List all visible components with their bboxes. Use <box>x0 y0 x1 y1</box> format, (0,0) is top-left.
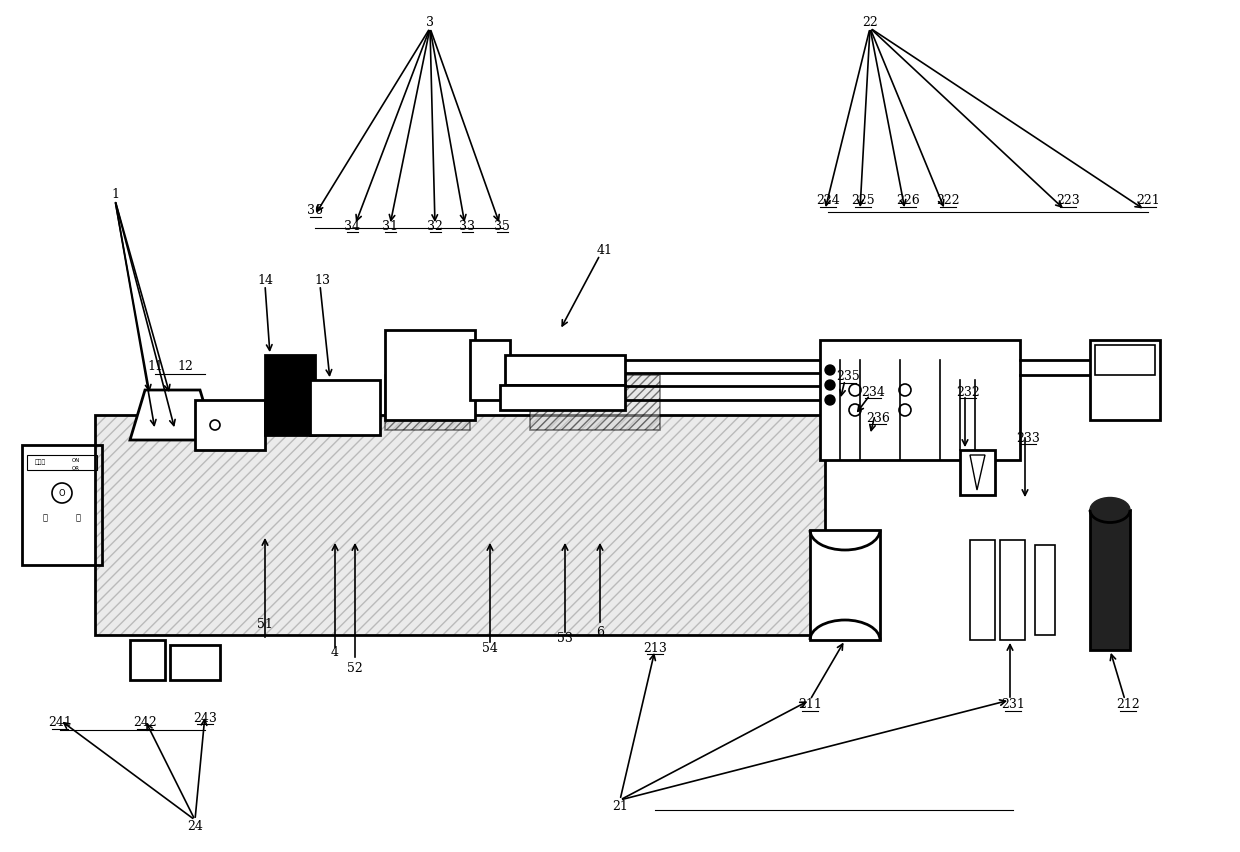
Bar <box>310 380 379 435</box>
Text: 33: 33 <box>459 220 475 233</box>
Bar <box>1090 340 1159 420</box>
Text: 223: 223 <box>1056 194 1080 208</box>
Text: 226: 226 <box>897 194 920 208</box>
Text: 34: 34 <box>343 220 360 233</box>
Text: 关: 关 <box>42 514 47 522</box>
Text: 224: 224 <box>816 194 839 208</box>
Text: 4: 4 <box>331 647 339 659</box>
Text: 1: 1 <box>112 188 119 202</box>
Text: 52: 52 <box>347 661 363 675</box>
Text: OR: OR <box>72 465 81 470</box>
Bar <box>970 540 994 640</box>
Text: 14: 14 <box>257 274 273 287</box>
Polygon shape <box>970 455 985 490</box>
Bar <box>470 340 510 400</box>
Text: 36: 36 <box>308 204 322 217</box>
Text: 54: 54 <box>482 642 498 654</box>
Text: ON: ON <box>72 458 81 463</box>
Text: 3: 3 <box>427 15 434 28</box>
Bar <box>384 375 470 430</box>
Text: 12: 12 <box>177 360 193 373</box>
Text: 235: 235 <box>836 371 859 383</box>
Text: 234: 234 <box>861 385 885 399</box>
Bar <box>960 450 994 495</box>
Bar <box>95 415 825 635</box>
Bar <box>1090 510 1130 650</box>
Bar <box>529 375 660 430</box>
Bar <box>170 645 219 680</box>
Bar <box>810 530 880 640</box>
Bar <box>130 640 165 680</box>
Bar <box>22 445 102 565</box>
Text: 233: 233 <box>1016 431 1040 445</box>
Text: 51: 51 <box>257 619 273 631</box>
Bar <box>505 355 625 385</box>
Text: 236: 236 <box>866 412 890 424</box>
Circle shape <box>825 380 835 390</box>
Bar <box>500 385 625 410</box>
Text: 21: 21 <box>613 801 627 814</box>
Text: 35: 35 <box>494 220 510 233</box>
Circle shape <box>825 395 835 405</box>
Text: 231: 231 <box>1001 699 1025 711</box>
Text: 关: 关 <box>76 514 81 522</box>
Text: 22: 22 <box>862 15 878 28</box>
Bar <box>195 400 265 450</box>
Text: 212: 212 <box>1116 699 1140 711</box>
Bar <box>384 330 475 420</box>
Polygon shape <box>130 390 215 440</box>
Bar <box>95 415 825 635</box>
Text: 221: 221 <box>1136 194 1159 208</box>
Ellipse shape <box>1090 498 1130 522</box>
Text: 13: 13 <box>314 274 330 287</box>
Bar <box>1035 545 1055 635</box>
Text: 11: 11 <box>148 360 162 373</box>
Text: 225: 225 <box>851 194 874 208</box>
Text: 24: 24 <box>187 820 203 833</box>
Bar <box>1095 345 1154 375</box>
Text: 32: 32 <box>427 220 443 233</box>
Bar <box>265 355 315 435</box>
Bar <box>27 455 97 470</box>
Text: 242: 242 <box>133 717 157 729</box>
Text: 243: 243 <box>193 711 217 724</box>
Text: 232: 232 <box>956 385 980 399</box>
Text: 开关箱: 开关箱 <box>35 459 46 465</box>
Bar <box>999 540 1025 640</box>
Text: 41: 41 <box>596 244 613 256</box>
Text: 241: 241 <box>48 717 72 729</box>
Text: 6: 6 <box>596 625 604 638</box>
Text: 222: 222 <box>936 194 960 208</box>
Text: 213: 213 <box>644 642 667 654</box>
Circle shape <box>825 365 835 375</box>
Text: 211: 211 <box>799 699 822 711</box>
Text: 31: 31 <box>382 220 398 233</box>
Bar <box>820 340 1021 460</box>
Text: O: O <box>58 488 66 498</box>
Text: 53: 53 <box>557 631 573 644</box>
